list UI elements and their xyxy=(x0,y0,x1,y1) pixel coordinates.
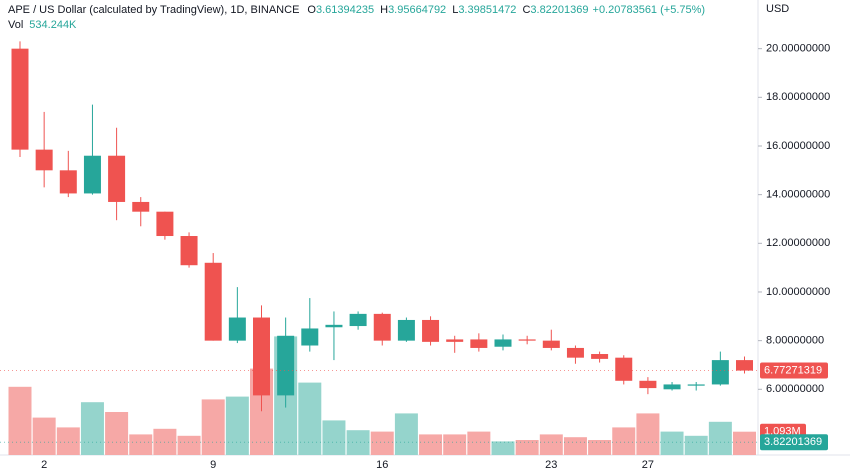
candle-body xyxy=(180,236,198,266)
ohlc-key: H xyxy=(380,4,388,16)
candle-body xyxy=(470,339,488,348)
candle-body xyxy=(156,211,174,237)
candle-body xyxy=(228,317,246,341)
candle-body xyxy=(349,313,367,327)
volume-bar xyxy=(684,435,708,455)
x-tick-label: 9 xyxy=(210,459,216,471)
volume-bar xyxy=(177,435,201,455)
header: APE / US Dollar (calculated by TradingVi… xyxy=(8,4,705,16)
volume-bar xyxy=(394,413,418,455)
candle-body xyxy=(422,319,440,342)
candle-body xyxy=(301,328,319,346)
y-tick-label: 6.00000000 xyxy=(766,383,824,395)
volume-bar xyxy=(201,399,225,455)
volume-bar xyxy=(80,402,104,455)
symbol: APE / US Dollar (calculated by TradingVi… xyxy=(8,4,299,16)
y-tick-label: 14.00000000 xyxy=(766,189,830,201)
price-label: 3.82201369 xyxy=(764,436,822,448)
y-tick-label: 10.00000000 xyxy=(766,286,830,298)
candle-body xyxy=(615,357,633,381)
volume-bar xyxy=(370,431,394,455)
volume-bar xyxy=(8,386,32,455)
ohlc-key: C xyxy=(522,4,530,16)
candle-body xyxy=(325,324,343,328)
change: +0.20783561 (+5.75%) xyxy=(593,4,706,16)
candle-body xyxy=(277,335,295,396)
volume-bar xyxy=(612,427,636,455)
y-tick-label: 18.00000000 xyxy=(766,91,830,103)
candle-body xyxy=(542,340,560,348)
ohlc-value: 3.82201369 xyxy=(530,4,588,16)
volume-key: Vol xyxy=(8,19,23,31)
candle-body xyxy=(373,313,391,341)
y-tick-label: 20.00000000 xyxy=(766,43,830,55)
price-label-box xyxy=(760,434,828,451)
candle-body xyxy=(494,339,512,347)
volume-bar xyxy=(443,434,467,455)
volume-bar xyxy=(733,431,756,455)
volume-bar xyxy=(588,440,612,455)
candle-body xyxy=(204,262,222,341)
volume-bar xyxy=(32,417,56,455)
volume-bar xyxy=(56,427,80,455)
volume-bar xyxy=(322,420,346,455)
ohlc-value: 3.61394235 xyxy=(316,4,374,16)
price-label-box xyxy=(760,362,828,379)
candle-body xyxy=(711,360,729,385)
volume-bar xyxy=(660,431,684,455)
volume-bar xyxy=(491,441,515,455)
candle-body xyxy=(132,201,150,212)
candle-body xyxy=(446,339,464,342)
candle-body xyxy=(397,319,415,341)
volume-bar xyxy=(515,440,539,455)
y-tick-label: 16.00000000 xyxy=(766,140,830,152)
candle-body xyxy=(639,380,657,389)
volume-bar xyxy=(298,382,322,455)
candle-body xyxy=(663,384,681,390)
y-tick-label: 8.00000000 xyxy=(766,335,824,347)
candle-body xyxy=(591,354,609,359)
volume-bar xyxy=(708,421,732,455)
volume-bar xyxy=(225,396,249,455)
ohlc-value: 3.95664792 xyxy=(388,4,446,16)
candle-body xyxy=(253,317,270,396)
ohlc-value: 3.39851472 xyxy=(458,4,516,16)
candle-body xyxy=(59,170,77,194)
candle-body xyxy=(35,149,53,171)
candle-body xyxy=(518,339,536,341)
x-tick-label: 16 xyxy=(376,459,388,471)
price-label: 6.77271319 xyxy=(764,364,822,376)
candle-body xyxy=(108,155,126,202)
volume-header: Vol 534.244K xyxy=(8,19,77,31)
volume-bar xyxy=(467,431,491,455)
candle-body xyxy=(566,347,584,358)
currency-label: USD xyxy=(766,3,789,15)
ohlc-key: O xyxy=(307,4,316,16)
candle-body xyxy=(11,48,29,150)
x-tick-label: 2 xyxy=(41,459,47,471)
volume-bar xyxy=(636,413,660,455)
ohlc-key: L xyxy=(452,4,458,16)
x-tick-label: 27 xyxy=(642,459,654,471)
candle-body xyxy=(83,155,101,194)
volume-value: 534.244K xyxy=(29,19,77,31)
volume-bar xyxy=(129,434,153,455)
candle-body xyxy=(736,360,753,371)
volume-bar xyxy=(419,434,443,455)
volume-bar xyxy=(563,437,587,455)
candle-body xyxy=(687,384,705,386)
x-tick-label: 23 xyxy=(545,459,557,471)
volume-bar xyxy=(105,412,129,455)
y-tick-label: 12.00000000 xyxy=(766,237,830,249)
volume-bar xyxy=(539,434,563,455)
volume-bar xyxy=(346,430,370,455)
